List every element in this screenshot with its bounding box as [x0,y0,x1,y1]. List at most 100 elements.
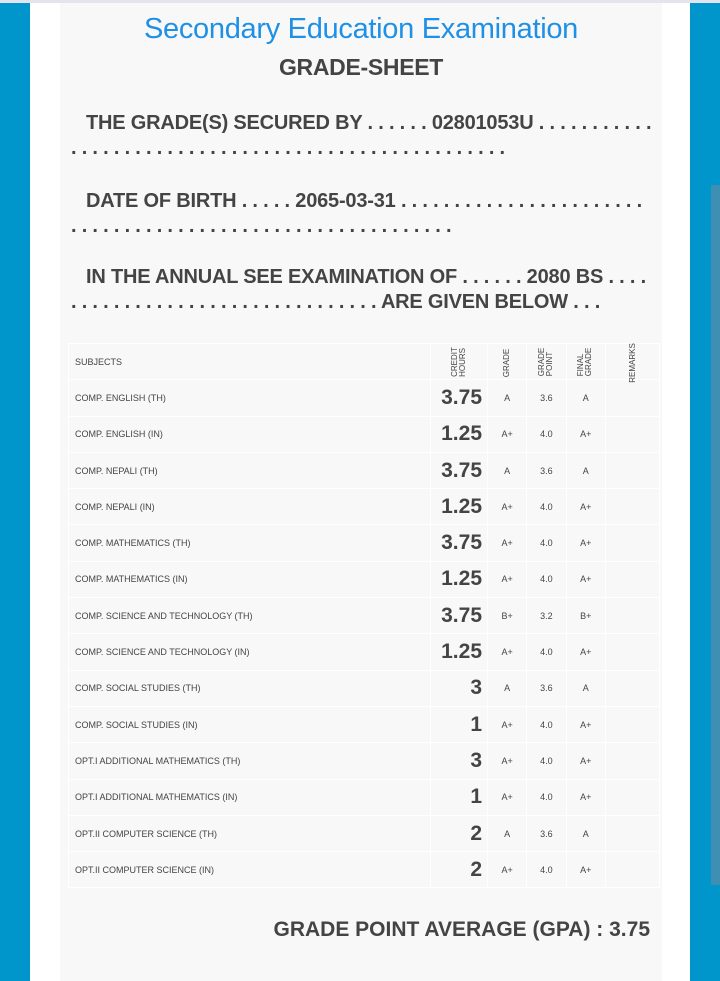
credit-hours-cell: 3.75 [430,451,488,490]
subject-cell: COMP. MATHEMATICS (IN) [68,560,431,599]
grade-point-cell: 4.0 [526,415,567,453]
subject-cell: COMP. NEPALI (IN) [68,488,431,526]
table-row: OPT.II COMPUTER SCIENCE (IN) 2 A+ 4.0 A+ [68,851,661,889]
credit-hours-cell: 1 [430,705,488,744]
remarks-cell [604,814,661,853]
subject-cell: OPT.I ADDITIONAL MATHEMATICS (TH) [68,742,431,780]
grade-point-cell: 4.0 [526,524,567,562]
header-grade: GRADE [486,342,528,381]
credit-hours-cell: 3.75 [430,524,488,562]
final-grade-cell: B+ [565,597,606,635]
grade-point-cell: 4.0 [526,705,567,744]
grade-cell: A+ [486,778,528,816]
header-final-grade: FINAL GRADE [565,342,606,381]
table-row: COMP. SOCIAL STUDIES (IN) 1 A+ 4.0 A+ [68,705,661,744]
grade-cell: A+ [486,742,528,780]
credit-hours-cell: 1.25 [430,560,488,599]
grade-cell: A+ [486,415,528,453]
credit-hours-cell: 3 [430,742,488,780]
grade-cell: A [486,669,528,707]
table-row: COMP. SCIENCE AND TECHNOLOGY (TH) 3.75 B+ 3… [68,597,661,635]
grade-point-cell: 3.6 [526,451,567,490]
subject-cell: COMP. SCIENCE AND TECHNOLOGY (IN) [68,633,431,671]
exam-year: 2080 BS [526,266,604,288]
subject-cell: COMP. SOCIAL STUDIES (TH) [68,669,431,707]
credit-hours-cell: 1 [430,778,488,816]
grade-cell: A [486,379,528,417]
remarks-cell [604,451,661,490]
subject-cell: COMP. ENGLISH (TH) [68,379,431,417]
subject-cell: OPT.II COMPUTER SCIENCE (IN) [68,851,431,889]
subject-cell: OPT.I ADDITIONAL MATHEMATICS (IN) [68,778,431,816]
dob-line: DATE OF BIRTH . . . . . 2065-03-31 . . .… [71,190,642,237]
grade-point-cell: 4.0 [526,742,567,780]
final-grade-cell: A+ [565,742,606,780]
exam-title: Secondary Education Examination [143,13,579,45]
grade-point-cell: 4.0 [526,488,567,526]
gpa-value: 3.75 [609,918,650,941]
final-grade-cell: A+ [565,560,606,599]
header-remarks: REMARKS [604,343,661,382]
grade-point-cell: 3.6 [526,669,567,707]
secured-by-line: THE GRADE(S) SECURED BY . . . . . . 0280… [71,112,652,159]
credit-hours-cell: 1.25 [430,488,488,526]
grade-cell: A+ [486,851,528,889]
scrollbar[interactable] [711,185,720,885]
remarks-cell [604,597,661,635]
table-row: OPT.I ADDITIONAL MATHEMATICS (TH) 3 A+ 4.0 A… [68,742,661,780]
header-subjects: SUBJECTS [68,342,431,381]
header-grade-point: GRADE POINT [526,342,567,381]
table-row: COMP. ENGLISH (IN) 1.25 A+ 4.0 A+ [68,415,661,453]
remarks-cell [604,851,661,889]
remarks-cell [604,488,661,526]
grade-cell: B+ [486,597,528,635]
subject-cell: COMP. SCIENCE AND TECHNOLOGY (TH) [68,597,431,635]
grade-point-cell: 4.0 [526,560,567,599]
page: Secondary Education Examination GRADE-SH… [30,3,690,981]
remarks-cell [604,669,661,707]
remarks-cell [604,560,661,599]
grade-sheet-card: Secondary Education Examination GRADE-SH… [60,3,662,981]
final-grade-cell: A [565,451,606,490]
table-row: COMP. NEPALI (TH) 3.75 A 3.6 A [68,451,661,490]
final-grade-cell: A+ [565,778,606,816]
final-grade-cell: A+ [565,524,606,562]
grade-point-cell: 4.0 [526,633,567,671]
remarks-cell [604,778,661,816]
table-row: COMP. NEPALI (IN) 1.25 A+ 4.0 A+ [68,488,661,526]
subject-cell: COMP. MATHEMATICS (TH) [68,524,431,562]
table-row: OPT.I ADDITIONAL MATHEMATICS (IN) 1 A+ 4.0 A… [68,778,661,816]
symbol-number: 02801053U [431,112,534,134]
grade-cell: A [486,451,528,490]
grade-cell: A+ [486,633,528,671]
table-row: COMP. ENGLISH (TH) 3.75 A 3.6 A [68,379,661,417]
subject-cell: COMP. NEPALI (TH) [68,451,431,490]
grade-point-cell: 4.0 [526,851,567,889]
final-grade-cell: A+ [565,488,606,526]
grade-cell: A+ [486,524,528,562]
remarks-cell [604,705,661,744]
table-row: COMP. MATHEMATICS (IN) 1.25 A+ 4.0 A+ [68,560,661,599]
credit-hours-cell: 2 [430,851,488,889]
final-grade-cell: A+ [565,633,606,671]
subject-cell: OPT.II COMPUTER SCIENCE (TH) [68,814,431,853]
gpa: GRADE POINT AVERAGE (GPA) : 3.75 [273,918,651,941]
credit-hours-cell: 2 [430,814,488,853]
credit-hours-cell: 1.25 [430,633,488,671]
grade-cell: A+ [486,560,528,599]
table-row: OPT.II COMPUTER SCIENCE (TH) 2 A 3.6 A [68,814,661,853]
remarks-cell [604,524,661,562]
grade-point-cell: 3.2 [526,597,567,635]
subject-cell: COMP. SOCIAL STUDIES (IN) [68,705,431,744]
table-row: COMP. SCIENCE AND TECHNOLOGY (IN) 1.25 A+ 4… [68,633,661,671]
credit-hours-cell: 3.75 [430,597,488,635]
final-grade-cell: A [565,669,606,707]
grade-point-cell: 3.6 [526,379,567,417]
subject-cell: COMP. ENGLISH (IN) [68,415,431,453]
grade-point-cell: 4.0 [526,778,567,816]
sheet-title: GRADE-SHEET [278,54,444,80]
grade-cell: A [486,814,528,853]
exam-year-line: IN THE ANNUAL SEE EXAMINATION OF . . . .… [71,266,646,313]
final-grade-cell: A+ [565,415,606,453]
table-header: SUBJECTS CREDIT HOURS GRADE GRADE POINT … [68,342,661,382]
